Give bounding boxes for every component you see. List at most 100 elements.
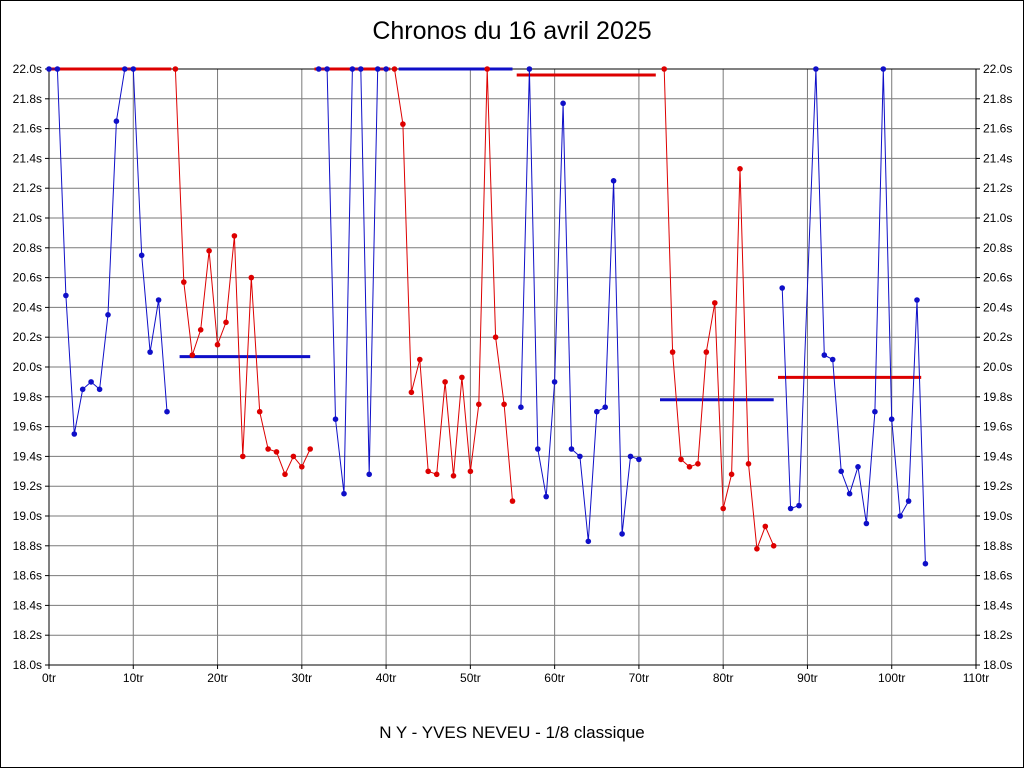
- series-line-stint-5-blue: [520, 68, 640, 542]
- y-axis-label-left: 20.0s: [13, 360, 42, 374]
- x-axis-label: 0tr: [42, 671, 56, 685]
- lap-data-point: [610, 178, 617, 184]
- lap-data-point: [366, 471, 373, 478]
- lap-data-point: [821, 352, 828, 358]
- lap-data-point: [888, 416, 895, 423]
- lap-data-point: [602, 404, 608, 411]
- lap-data-point: [720, 505, 726, 512]
- y-axis-label-left: 21.0s: [13, 211, 42, 225]
- series-line-stint-1-blue: [49, 68, 168, 435]
- y-axis-label-left: 21.6s: [13, 122, 42, 136]
- lap-data-point: [813, 66, 819, 72]
- lap-data-point: [442, 379, 448, 385]
- lap-data-point: [197, 327, 204, 333]
- lap-data-point: [560, 100, 566, 107]
- lap-data-point: [46, 66, 52, 72]
- lap-data-point: [476, 401, 482, 408]
- lap-data-point: [433, 471, 440, 478]
- y-axis-label-left: 19.2s: [13, 479, 42, 493]
- lap-data-point: [231, 233, 238, 239]
- y-axis-label-right: 22.0s: [983, 62, 1012, 76]
- lap-data-point: [585, 538, 592, 545]
- y-axis-label-right: 19.6s: [983, 420, 1012, 434]
- lap-data-point: [400, 121, 406, 127]
- y-axis-label-left: 18.6s: [13, 569, 42, 583]
- lap-data-point: [484, 66, 491, 72]
- y-axis-label-left: 22.0s: [13, 62, 42, 76]
- y-axis-label-right: 20.4s: [983, 300, 1012, 314]
- y-axis-label-right: 18.8s: [983, 539, 1012, 553]
- lap-data-point: [391, 66, 398, 72]
- lap-data-point: [695, 461, 701, 467]
- lap-data-point: [122, 66, 128, 72]
- x-axis-label: 30tr: [291, 671, 312, 685]
- y-axis-label-right: 19.0s: [983, 509, 1012, 523]
- lap-data-point: [214, 341, 221, 348]
- lap-data-point: [256, 408, 263, 415]
- y-axis-label-left: 19.0s: [13, 509, 42, 523]
- x-axis-label: 60tr: [544, 671, 565, 685]
- lap-data-point: [880, 66, 887, 72]
- y-axis-label-right: 21.0s: [983, 211, 1012, 225]
- lap-data-point: [383, 66, 389, 72]
- lap-data-point: [299, 464, 305, 470]
- lap-data-point: [79, 386, 86, 393]
- lap-data-point: [754, 546, 760, 552]
- y-axis-label-left: 18.0s: [13, 658, 42, 672]
- lap-data-point: [712, 300, 718, 306]
- lap-data-point: [661, 66, 667, 72]
- lap-data-point: [501, 401, 507, 408]
- x-axis-label: 10tr: [123, 671, 144, 685]
- lap-data-point: [568, 446, 575, 452]
- chart-title: Chronos du 16 avril 2025: [372, 17, 652, 45]
- x-axis-label: 20tr: [207, 671, 228, 685]
- lap-data-point: [223, 319, 229, 326]
- lap-data-point: [282, 471, 288, 478]
- lap-data-point: [63, 292, 69, 299]
- lap-data-point: [172, 66, 179, 72]
- y-axis-label-right: 21.6s: [983, 122, 1012, 136]
- y-axis-label-right: 19.4s: [983, 449, 1012, 463]
- y-axis-label-right: 18.6s: [983, 569, 1012, 583]
- lap-data-point: [703, 349, 710, 355]
- lap-data-point: [206, 248, 212, 254]
- lap-data-point: [349, 66, 356, 72]
- y-axis-label-right: 21.2s: [983, 181, 1012, 195]
- y-axis-label-left: 19.6s: [13, 420, 42, 434]
- lap-data-point: [181, 279, 187, 285]
- lap-data-point: [905, 498, 912, 504]
- x-axis-label: 100tr: [878, 671, 905, 685]
- lap-data-point: [787, 505, 794, 512]
- lap-data-point: [130, 66, 137, 72]
- lap-data-point: [248, 274, 255, 281]
- lap-data-point: [770, 543, 777, 549]
- y-axis-label-left: 18.2s: [13, 628, 42, 642]
- lap-data-point: [459, 374, 465, 381]
- lap-data-point: [526, 66, 533, 72]
- lap-data-point: [105, 312, 111, 318]
- lap-data-point: [71, 431, 78, 437]
- lap-data-point: [796, 502, 802, 509]
- y-axis-label-left: 20.4s: [13, 300, 42, 314]
- y-axis-label-right: 21.4s: [983, 151, 1012, 165]
- y-axis-label-right: 20.8s: [983, 241, 1012, 255]
- lap-data-point: [315, 66, 322, 72]
- lap-data-point: [374, 66, 381, 72]
- y-axis-label-left: 20.2s: [13, 330, 42, 344]
- lap-data-point: [762, 523, 769, 530]
- y-axis-label-left: 20.8s: [13, 241, 42, 255]
- lap-data-point: [509, 498, 516, 504]
- y-axis-label-left: 20.6s: [13, 271, 42, 285]
- lap-data-point: [636, 456, 642, 463]
- lap-data-point: [265, 446, 271, 452]
- lap-data-point: [307, 446, 314, 452]
- lap-data-point: [290, 453, 297, 460]
- lap-data-point: [147, 349, 153, 355]
- lap-data-point: [341, 490, 347, 497]
- y-axis-label-right: 20.2s: [983, 330, 1012, 344]
- lap-data-point: [492, 334, 499, 341]
- series-line-stint-3-blue: [318, 68, 387, 494]
- lap-data-point: [551, 379, 558, 385]
